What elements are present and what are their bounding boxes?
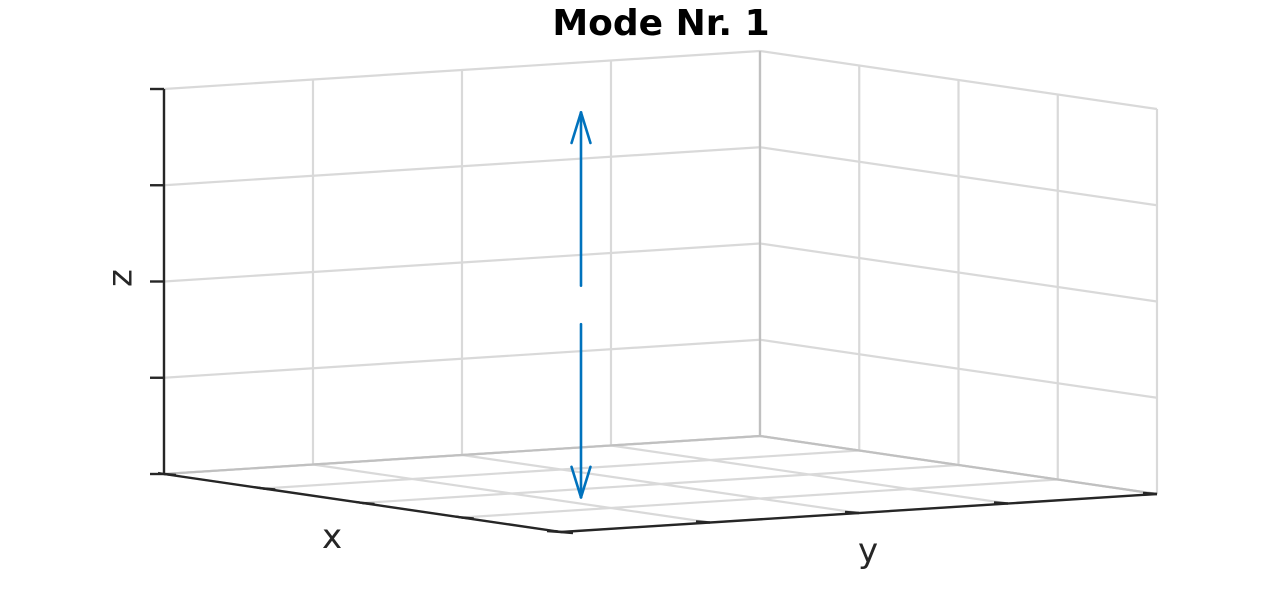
back-floor-edge-x [759,434,1158,496]
side-wall-z-gridline [163,338,761,379]
x-axis-tick [560,530,574,535]
x-axis-tick [263,487,276,491]
side-wall-z-gridline [163,49,761,91]
x-axis-tick [157,471,165,476]
mode-shape-arrows [570,111,592,499]
x-axis-tick [362,501,375,506]
back-wall-z-gridline [759,242,1158,303]
floor-y-gridline [610,444,1009,505]
x-axis-tick [257,486,264,490]
x-axis-label: x [322,517,342,557]
back-wall-z-gridline [759,338,1158,399]
mode-arrow-head [579,465,592,499]
mode-arrow-head [579,111,592,145]
back-wall-z-gridline [759,49,1158,111]
y-axis-tick [1142,491,1158,496]
y-axis-label: y [858,531,878,571]
x-axis-tick [455,515,462,519]
x-axis-tick [356,500,363,505]
mode-arrow-head [570,111,583,145]
side-wall-z-gridline [163,146,761,187]
mode-arrow-head [570,465,583,499]
floor-y-gridline [312,463,711,524]
back-floor-edge-y [163,434,761,476]
axes-layer [150,87,1158,535]
y-axis-tick [695,520,711,524]
y-axis-tick [844,510,860,515]
z-axis-label: z [101,269,141,287]
x-axis-tick [163,472,177,477]
back-wall-z-gridline [759,146,1158,207]
chart-title: Mode Nr. 1 [552,3,769,44]
grid-layer [162,49,1159,534]
x-axis-tick [461,516,474,520]
y-axis-tick [993,501,1009,505]
y-axis-tick [546,529,562,534]
floor-y-gridline [461,453,860,515]
side-wall-z-gridline [163,242,761,283]
